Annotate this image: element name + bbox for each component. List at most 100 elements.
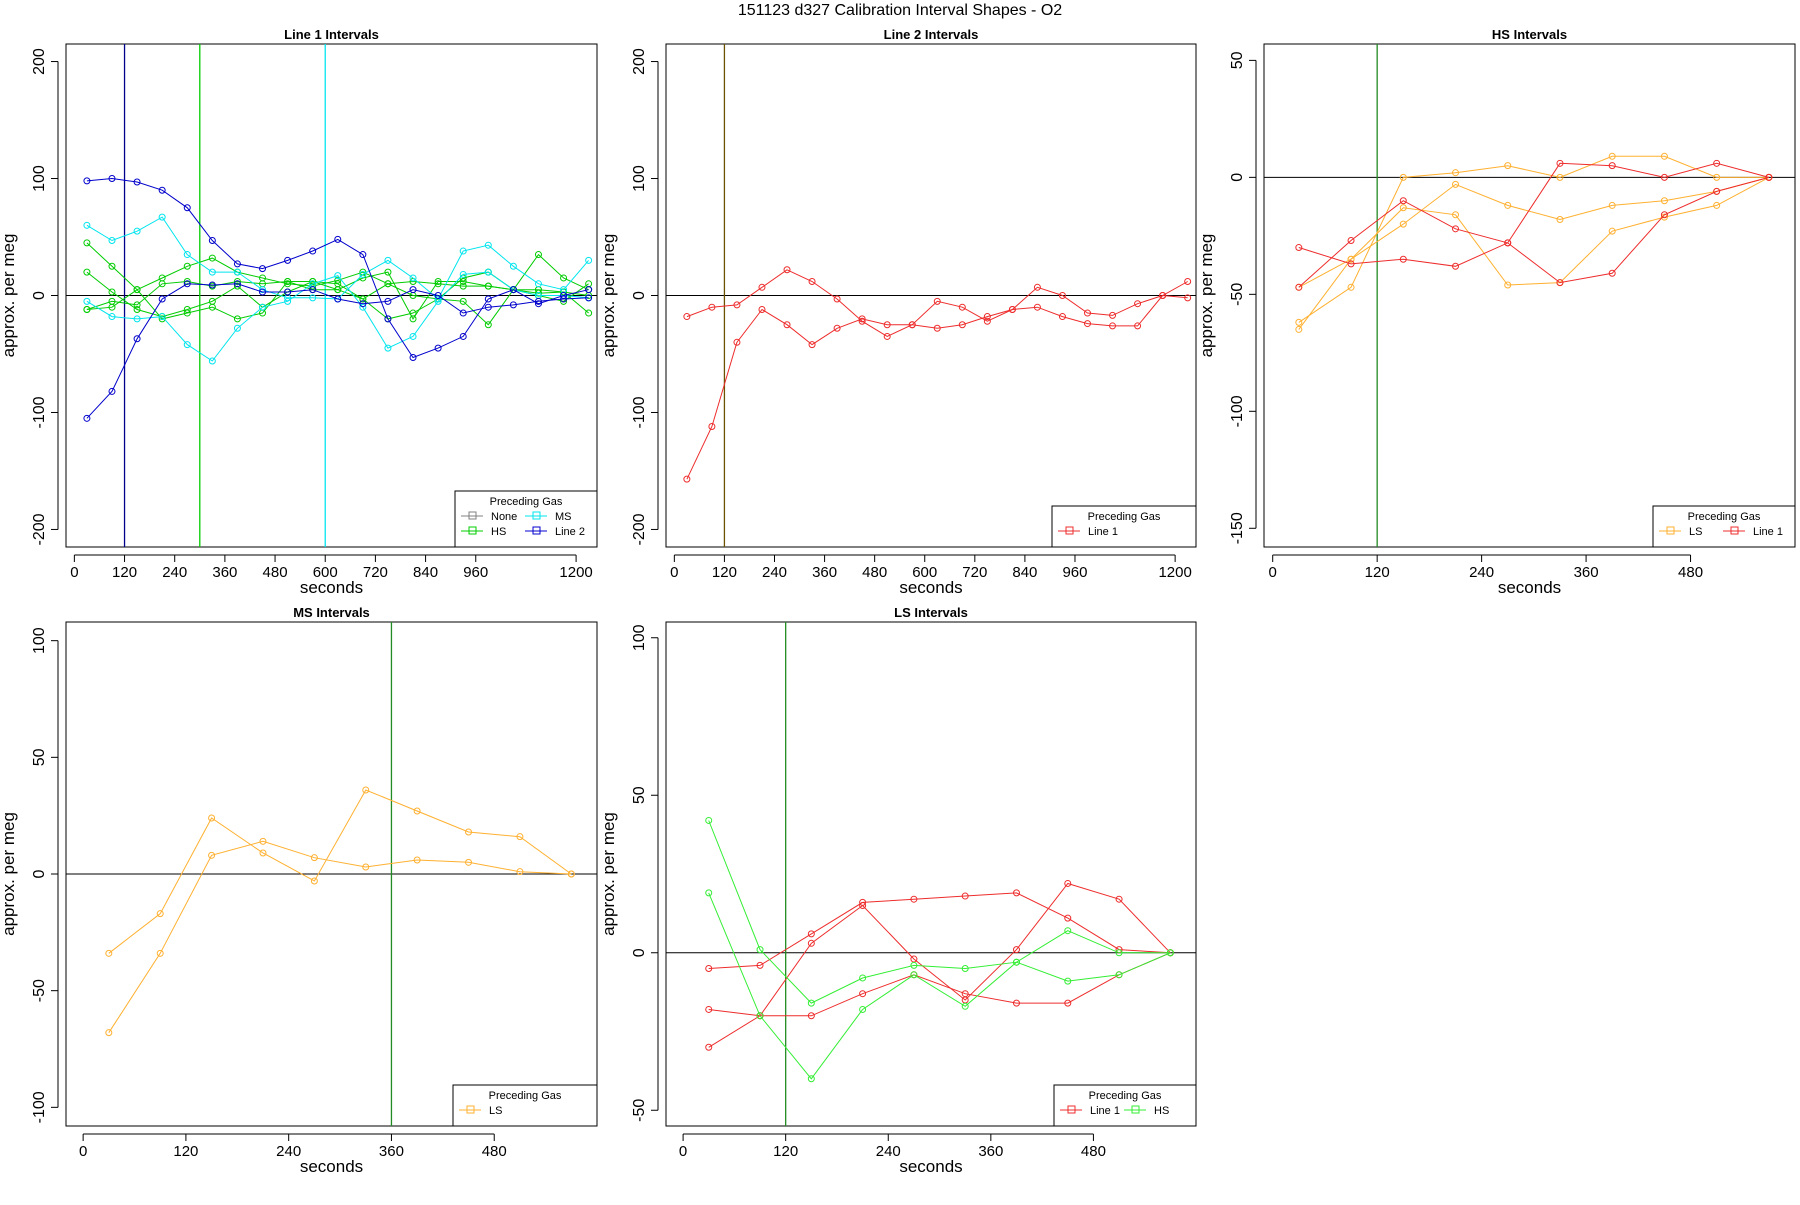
data-point	[459, 332, 467, 340]
y-tick-label: -100	[31, 396, 48, 428]
data-point	[233, 315, 241, 323]
y-tick-label: -50	[1229, 283, 1246, 306]
data-point	[933, 297, 941, 305]
data-point	[585, 280, 593, 288]
data-point	[484, 282, 492, 290]
series-line	[1298, 176, 1770, 288]
y-tick-label: -100	[1229, 395, 1246, 427]
data-point	[434, 277, 442, 285]
data-point	[1083, 320, 1091, 328]
data-point	[1452, 225, 1460, 233]
data-point	[259, 837, 267, 845]
data-point	[958, 321, 966, 329]
series-line	[708, 952, 1171, 1017]
data-point	[105, 949, 113, 957]
legend-title: Preceding Gas	[1688, 511, 1761, 523]
x-tick-label: 360	[812, 564, 837, 581]
data-point	[1347, 255, 1355, 263]
y-tick-label: 0	[631, 948, 648, 957]
legend: Preceding Gas LS	[452, 1084, 598, 1127]
x-tick-label: 0	[670, 564, 678, 581]
data-point	[1399, 204, 1407, 212]
data-point	[933, 324, 941, 332]
x-tick-label: 360	[978, 1143, 1003, 1160]
data-point	[208, 254, 216, 262]
data-point	[1033, 303, 1041, 311]
data-point	[409, 315, 417, 323]
x-axis-label: seconds	[300, 1157, 363, 1176]
data-point	[465, 828, 473, 836]
data-point	[807, 999, 815, 1007]
data-point	[1452, 262, 1460, 270]
legend-box	[454, 490, 598, 548]
chart-panel-5: LS Intervals 0 120 240 360 480 seconds -50 0 50 10…	[599, 605, 1197, 1176]
y-tick-label: 100	[631, 165, 648, 192]
plot-region	[666, 44, 1196, 547]
data-point	[362, 863, 370, 871]
data-point	[858, 317, 866, 325]
legend-entry-label: HS	[1154, 1105, 1169, 1117]
legend-swatch-marker	[1730, 526, 1739, 535]
x-tick-label: 600	[313, 564, 338, 581]
data-point	[434, 292, 442, 299]
data-point	[409, 286, 417, 294]
data-point	[309, 286, 317, 294]
data-point	[83, 414, 91, 422]
data-point	[108, 288, 116, 296]
data-point	[708, 303, 716, 311]
data-point	[133, 178, 141, 186]
data-point	[359, 270, 367, 278]
legend-swatch-marker	[468, 511, 477, 520]
x-tick-label: 120	[773, 1143, 798, 1160]
y-tick-label: -50	[631, 1099, 648, 1122]
data-point	[807, 1075, 815, 1083]
data-point	[883, 321, 891, 329]
data-point	[259, 265, 267, 273]
series-line	[86, 177, 589, 359]
data-point	[183, 277, 191, 285]
data-point	[183, 204, 191, 212]
plot-region	[66, 622, 597, 1126]
data-point	[259, 303, 267, 311]
series-line	[686, 281, 1188, 480]
legend-box	[452, 1084, 598, 1127]
data-point	[1064, 927, 1072, 935]
data-point	[284, 277, 292, 285]
plot-region	[66, 44, 597, 547]
data-point	[384, 315, 392, 323]
data-point	[133, 301, 141, 309]
data-point	[833, 324, 841, 332]
data-point	[183, 309, 191, 317]
x-tick-label: 240	[276, 1143, 301, 1160]
data-point	[158, 295, 166, 303]
data-point	[859, 902, 867, 909]
series-line	[86, 271, 589, 320]
series-line	[108, 840, 572, 1033]
data-point	[1399, 255, 1407, 263]
series-line	[708, 820, 1171, 1004]
data-point	[1660, 173, 1668, 181]
y-tick-label: 0	[31, 291, 48, 300]
data-point	[733, 338, 741, 346]
data-point	[1660, 197, 1668, 205]
data-point	[1608, 227, 1616, 235]
data-point	[808, 341, 816, 349]
legend-swatch-marker	[1067, 1105, 1076, 1114]
data-point	[362, 786, 370, 794]
data-point	[1008, 306, 1016, 314]
data-point	[807, 939, 815, 947]
data-point	[1556, 279, 1564, 287]
data-point	[534, 297, 542, 305]
x-tick-label: 360	[212, 564, 237, 581]
plot-frame	[1263, 43, 1796, 548]
y-tick-label: -200	[31, 513, 48, 545]
x-tick-label: 360	[379, 1143, 404, 1160]
data-point	[208, 814, 216, 822]
data-point	[783, 266, 791, 274]
data-point	[284, 288, 292, 296]
data-point	[156, 949, 164, 957]
data-point	[683, 475, 691, 483]
series-line	[708, 882, 1171, 1048]
legend-title: Preceding Gas	[1089, 1090, 1162, 1102]
data-point	[1713, 187, 1721, 195]
